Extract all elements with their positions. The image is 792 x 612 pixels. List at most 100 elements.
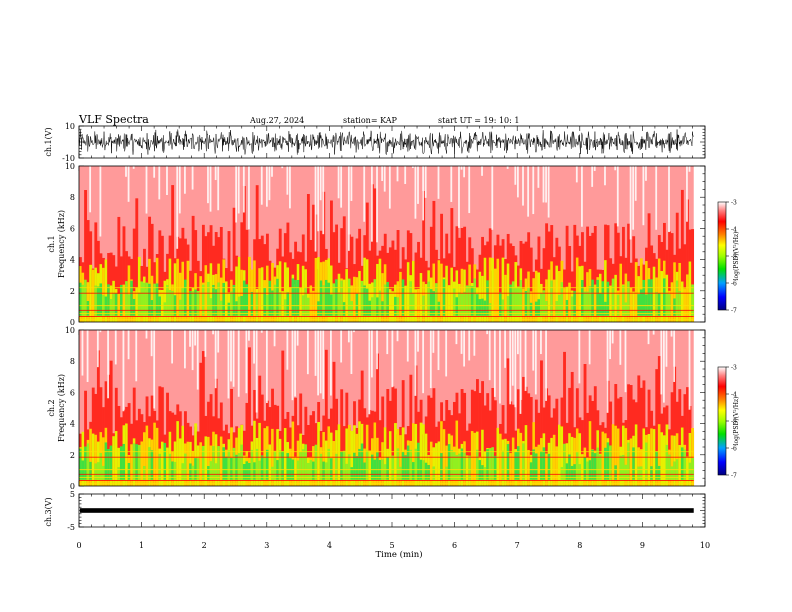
spectrogram-cell — [522, 166, 524, 206]
spectrogram-cell — [422, 424, 426, 486]
spectrogram-cell — [327, 282, 331, 316]
x-tick-label: 8 — [577, 541, 582, 550]
spectrogram-cell — [491, 166, 494, 230]
spectrogram-cell — [79, 448, 82, 480]
spectrogram-cell — [570, 436, 574, 486]
spectrogram-cell — [273, 450, 277, 480]
spectrogram-cell — [168, 453, 172, 480]
spectrogram-cell — [86, 443, 90, 480]
spectrogram-cell — [209, 461, 213, 480]
spectrogram-cell — [227, 231, 231, 322]
spectrogram-cell — [404, 166, 407, 184]
spectrogram-cell — [527, 166, 530, 217]
spectrogram-cell — [306, 297, 310, 316]
spectrogram-cell — [201, 445, 205, 480]
spectrogram-cell — [117, 216, 121, 322]
colorbar-tick-label: -6 — [731, 446, 737, 453]
spectrogram-cell — [634, 424, 638, 486]
spectrogram-cell — [619, 396, 623, 486]
spectrogram-cell — [209, 298, 213, 316]
spectrogram-cell — [557, 424, 561, 486]
spectrogram-cell — [455, 455, 459, 480]
spectrogram-cell — [491, 387, 495, 486]
spectrogram-cell — [409, 374, 413, 486]
spectrogram-cell — [291, 330, 294, 401]
spectrogram-cell — [445, 400, 449, 486]
spectrogram-cell — [373, 188, 377, 322]
spectrogram-cell — [248, 166, 250, 230]
spectrogram-cell — [565, 225, 569, 322]
spectrogram-cell — [135, 287, 139, 322]
ch1-voltage-ylabel: ch.1(V) — [44, 127, 53, 156]
spectrogram-cell — [668, 231, 671, 322]
spectrogram-cell — [573, 291, 577, 316]
spectrogram-cell — [330, 265, 333, 322]
spectrogram-cell — [652, 266, 656, 322]
spectrogram-cell — [222, 282, 226, 316]
spectrogram-cell — [145, 330, 148, 339]
spectrogram-cell — [260, 394, 264, 486]
spectrogram-cell — [294, 279, 298, 316]
spectrogram-cell — [432, 330, 435, 353]
spectrogram-cell — [586, 291, 590, 316]
colorbar-tick-label: -6 — [731, 281, 737, 288]
spectrogram-cell — [624, 464, 628, 480]
spectrogram-cell — [478, 271, 482, 322]
spectrogram-cell — [417, 241, 420, 322]
spectrogram-cell — [245, 284, 249, 316]
spectrogram-cell — [483, 405, 487, 486]
spectrogram-cell — [122, 330, 125, 412]
spectrogram-cell — [655, 166, 658, 230]
spectrogram-cell — [322, 432, 326, 486]
start-time-label: start UT = 19: 10: 1 — [438, 116, 519, 125]
spectrogram-cell — [125, 423, 128, 486]
spectrogram-cell — [158, 386, 162, 486]
spectrogram-cell — [332, 232, 336, 322]
y-tick-label: 6 — [70, 224, 75, 233]
spectrogram-cell — [591, 400, 595, 486]
x-tick-label: 7 — [515, 541, 520, 550]
spectrogram-cell — [145, 425, 149, 486]
spectrogram-cell — [166, 447, 169, 486]
spectrogram-cell — [322, 461, 326, 480]
spectrogram-cell — [153, 422, 157, 486]
spectrogram-cell — [678, 445, 682, 486]
spectrogram-cell — [463, 330, 466, 367]
spectrogram-cell — [396, 166, 399, 182]
spectrogram-cell — [217, 446, 221, 480]
spectrogram-cell — [499, 433, 502, 486]
spectrogram-cell — [491, 447, 495, 480]
spectrogram-cell — [255, 330, 258, 413]
spectrogram-cell — [350, 301, 354, 316]
spectrogram-cell — [604, 166, 606, 186]
spectrogram-cell — [519, 330, 522, 414]
spectrogram-cell — [429, 289, 433, 316]
spectrogram-cell — [207, 466, 210, 480]
spectrogram-cell — [529, 397, 533, 486]
spectrogram-cell — [178, 438, 182, 486]
spectrogram-cell — [322, 330, 325, 399]
spectrogram-cell — [355, 456, 359, 480]
spectrogram-cell — [109, 360, 113, 486]
spectrogram-cell — [191, 291, 195, 316]
spectrogram-cell — [265, 166, 268, 207]
spectrogram-cell — [668, 454, 671, 480]
spectrogram-cell — [296, 460, 300, 480]
y-tick-label: 0 — [70, 482, 75, 491]
spectrogram-cell — [312, 290, 315, 322]
spectrogram-cell — [171, 290, 175, 316]
spectrogram-cell — [639, 289, 643, 316]
spectrogram-cell — [289, 458, 292, 480]
colorbar-tick-label: -3 — [731, 200, 737, 207]
spectrogram-cell — [486, 449, 490, 480]
spectrogram-cell — [207, 166, 209, 204]
spectrogram-cell — [383, 166, 386, 192]
y-tick-label: 8 — [70, 193, 75, 202]
spectrogram-cell — [458, 237, 461, 322]
spectrogram-cell — [245, 402, 249, 486]
y-tick-label: 8 — [70, 357, 75, 366]
spectrogram-cell — [260, 267, 264, 322]
spectrogram-cell — [506, 358, 510, 486]
spectrogram-cell — [194, 423, 198, 486]
spectrogram-cell — [547, 269, 551, 322]
